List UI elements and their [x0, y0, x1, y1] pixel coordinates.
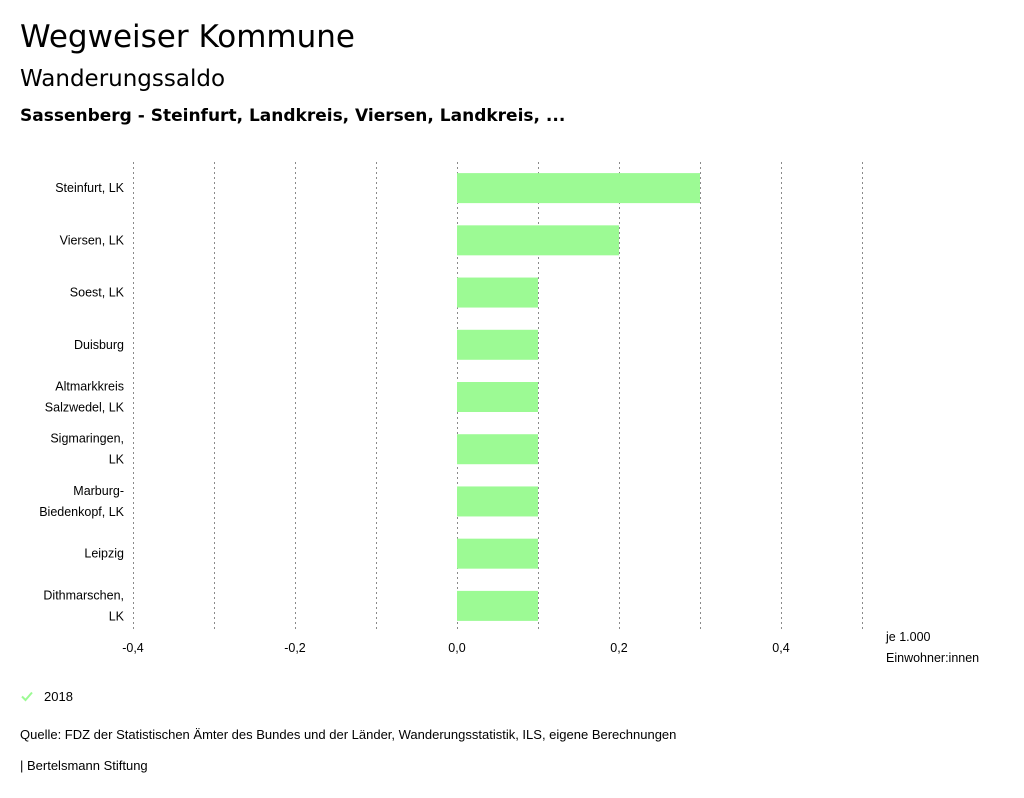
x-tick-label: 0,0 — [448, 641, 465, 655]
x-tick-label: -0,2 — [284, 641, 306, 655]
category-label: Leipzig — [84, 547, 124, 561]
x-tick-label: 0,2 — [610, 641, 627, 655]
category-label: Biedenkopf, LK — [39, 505, 124, 519]
bar — [457, 486, 538, 517]
x-tick-label: -0,4 — [122, 641, 144, 655]
bar — [457, 590, 538, 621]
category-label: Viersen, LK — [60, 233, 125, 247]
category-label: Duisburg — [74, 338, 124, 352]
check-icon[interactable] — [20, 689, 34, 703]
bar — [457, 225, 619, 256]
chart-subtitle: Wanderungssaldo — [20, 66, 226, 92]
bar — [457, 329, 538, 360]
x-unit-label: je 1.000 — [885, 630, 931, 644]
category-label: LK — [109, 453, 125, 467]
bar — [457, 382, 538, 412]
x-tick-label: 0,4 — [772, 641, 789, 655]
bar-chart: Steinfurt, LK Viersen, LK Soest, LK Duisbur… — [39, 162, 979, 665]
bar — [457, 538, 538, 569]
region-selection[interactable]: Sassenberg - Steinfurt, Landkreis, Viers… — [20, 106, 566, 126]
category-label: Soest, LK — [70, 286, 125, 300]
x-unit-label: Einwohner:innen — [886, 651, 979, 665]
category-label: Dithmarschen, — [43, 588, 124, 602]
legend[interactable]: 2018 — [20, 686, 73, 706]
bar — [457, 173, 700, 204]
category-label: Sigmaringen, — [50, 432, 124, 446]
credit-note: | Bertelsmann Stiftung — [20, 758, 148, 773]
page-title: Wegweiser Kommune — [20, 19, 355, 55]
bar — [457, 277, 538, 308]
bar — [457, 434, 538, 465]
category-label: Steinfurt, LK — [55, 181, 124, 195]
category-label: Salzwedel, LK — [45, 401, 125, 415]
category-label: Altmarkkreis — [55, 380, 124, 394]
category-label: Marburg- — [73, 484, 124, 498]
legend-label-2018: 2018 — [44, 688, 73, 704]
source-note: Quelle: FDZ der Statistischen Ämter des … — [20, 727, 677, 742]
category-label: LK — [109, 609, 125, 623]
